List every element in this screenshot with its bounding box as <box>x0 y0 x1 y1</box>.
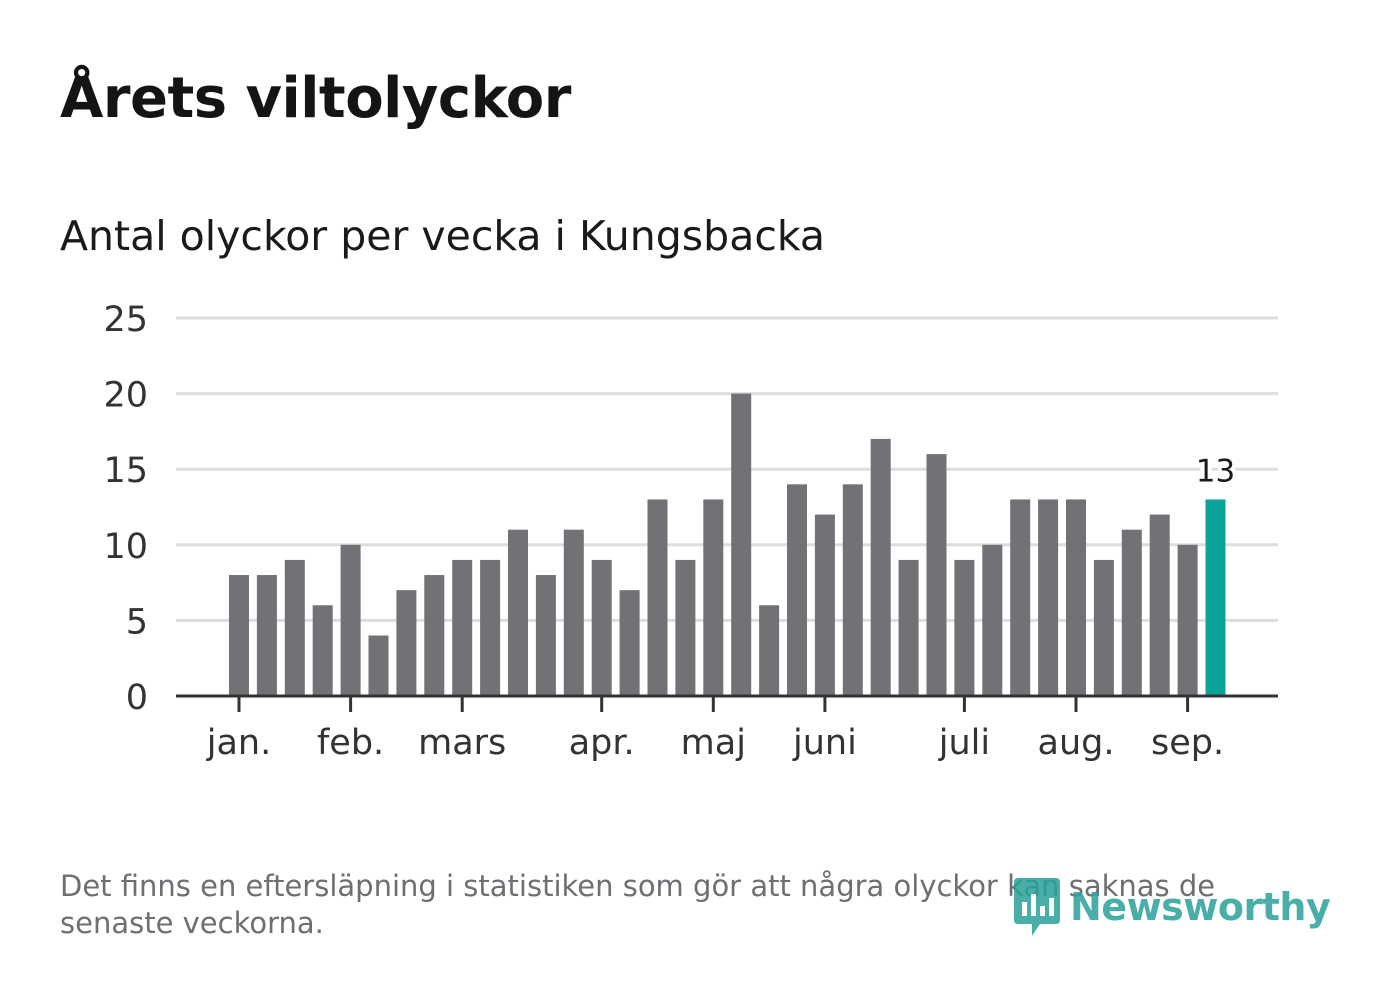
bar <box>898 559 919 696</box>
bar <box>535 575 556 696</box>
bar <box>508 529 528 696</box>
x-tick-label: feb. <box>317 723 384 763</box>
bar <box>591 559 612 696</box>
bar <box>954 559 975 696</box>
x-tick-label: jan. <box>206 723 271 763</box>
bar <box>731 393 752 696</box>
x-tick-label: aug. <box>1038 723 1115 763</box>
bar <box>842 484 863 696</box>
bar <box>787 484 807 696</box>
bars <box>229 393 1226 696</box>
logo-text: Newsworthy <box>1070 885 1331 929</box>
y-tick-label: 5 <box>126 602 148 642</box>
bar <box>1149 514 1170 696</box>
bar <box>1010 499 1031 696</box>
bar <box>759 605 780 696</box>
y-tick-label: 15 <box>103 451 148 491</box>
x-tick-label: maj <box>681 723 746 763</box>
newsworthy-logo[interactable]: Newsworthy <box>1012 876 1331 938</box>
bar <box>1093 559 1114 696</box>
x-tick-label: juni <box>792 723 857 763</box>
bar-chart: 0 5 10 15 20 25 jan. feb. mars apr. maj juni juli au… <box>103 300 1278 763</box>
y-tick-label: 10 <box>103 527 148 567</box>
x-tick-label: apr. <box>569 723 635 763</box>
bar <box>396 590 417 696</box>
bar <box>368 635 389 696</box>
bar <box>926 454 947 696</box>
bar <box>452 559 473 696</box>
bar <box>340 544 361 696</box>
x-tick-label: sep. <box>1151 723 1224 763</box>
x-tick-label: mars <box>418 723 506 763</box>
bar <box>619 590 640 696</box>
bar <box>1121 529 1142 696</box>
bar <box>256 575 277 696</box>
y-tick-label: 25 <box>103 300 148 340</box>
data-label-highlight: 13 <box>1196 453 1235 489</box>
bar-highlight <box>1205 499 1226 696</box>
bar <box>229 575 249 696</box>
bar <box>675 559 696 696</box>
bar <box>703 499 724 696</box>
x-axis-ticks: jan. feb. mars apr. maj juni juli aug. sep. <box>206 696 1224 763</box>
bar <box>284 559 305 696</box>
bar <box>1066 499 1086 696</box>
bar <box>870 438 891 696</box>
bar <box>1177 544 1198 696</box>
chart-title: Årets viltolyckor <box>60 66 571 131</box>
bar <box>563 529 584 696</box>
data-labels: 13 <box>1192 449 1239 493</box>
y-axis-ticks: 0 5 10 15 20 25 <box>103 300 148 718</box>
bar <box>480 559 501 696</box>
bar <box>424 575 445 696</box>
x-tick-label: juli <box>938 723 990 763</box>
chart-subtitle: Antal olyckor per vecka i Kungsbacka <box>60 212 826 260</box>
newsworthy-logo-icon <box>1014 878 1060 936</box>
bar <box>647 499 668 696</box>
bar <box>814 514 835 696</box>
bar <box>1038 499 1059 696</box>
y-tick-label: 20 <box>103 376 148 416</box>
bar <box>312 605 333 696</box>
y-tick-label: 0 <box>126 678 148 718</box>
bar <box>982 544 1003 696</box>
